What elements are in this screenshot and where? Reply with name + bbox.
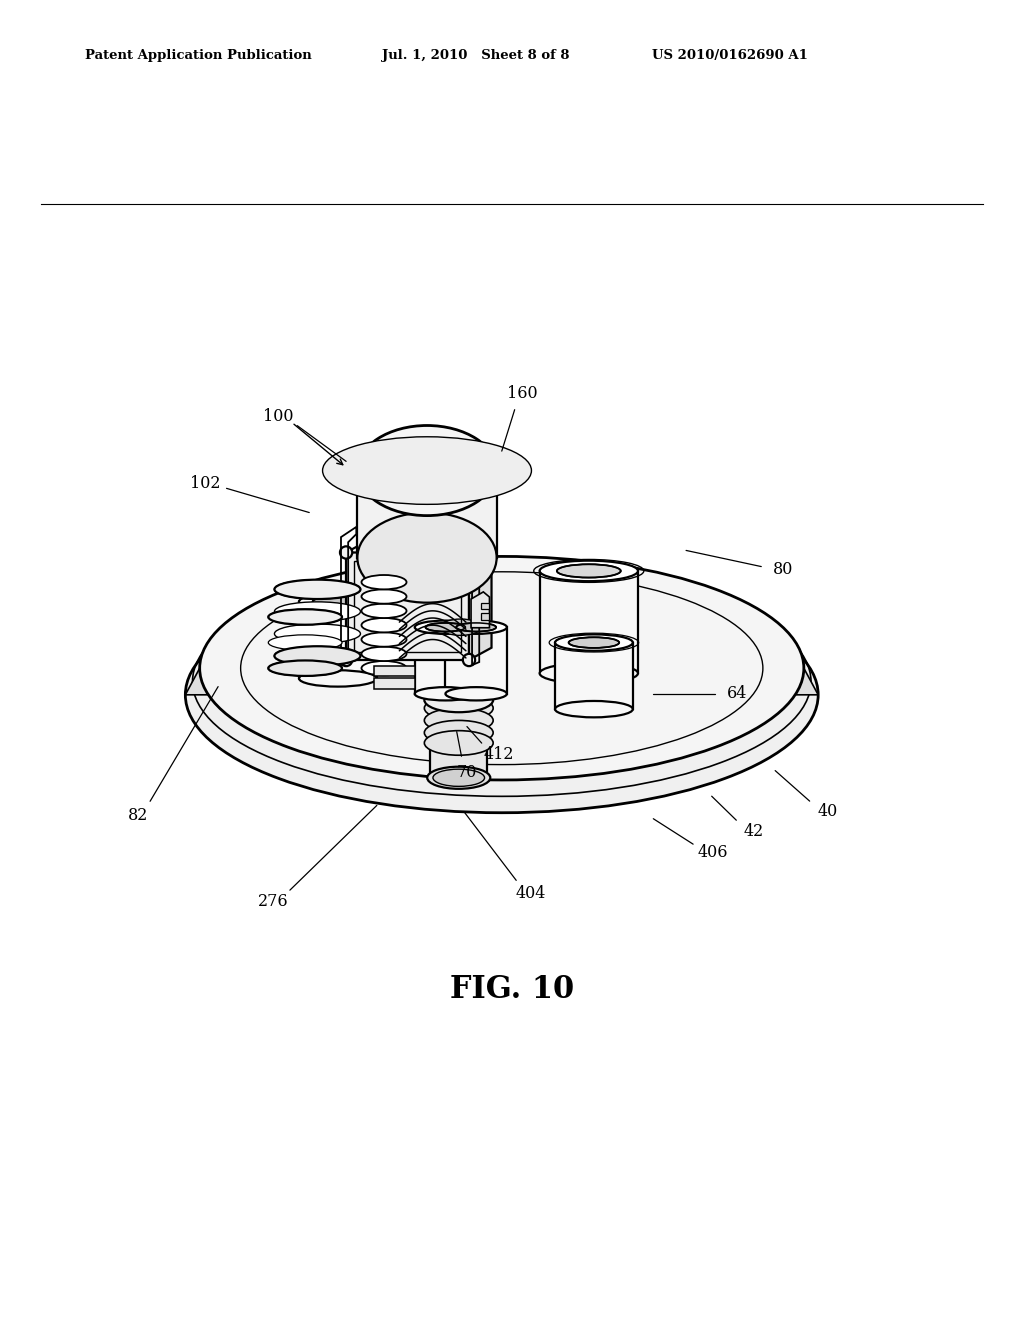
- Ellipse shape: [540, 663, 638, 684]
- Ellipse shape: [200, 557, 804, 780]
- Polygon shape: [357, 470, 497, 557]
- Ellipse shape: [361, 603, 407, 618]
- Text: 42: 42: [743, 822, 764, 840]
- Polygon shape: [346, 540, 492, 553]
- Ellipse shape: [357, 512, 497, 603]
- Text: 412: 412: [483, 746, 514, 763]
- Ellipse shape: [540, 561, 638, 581]
- Text: 276: 276: [258, 894, 289, 911]
- Text: 404: 404: [515, 884, 546, 902]
- Text: 82: 82: [128, 807, 148, 824]
- Polygon shape: [445, 627, 507, 694]
- Ellipse shape: [361, 589, 407, 603]
- Ellipse shape: [361, 618, 407, 632]
- Ellipse shape: [274, 602, 360, 622]
- Ellipse shape: [268, 660, 342, 676]
- Ellipse shape: [274, 579, 360, 599]
- Text: 80: 80: [773, 561, 794, 578]
- Ellipse shape: [299, 594, 377, 610]
- Polygon shape: [346, 553, 469, 660]
- Ellipse shape: [274, 647, 360, 665]
- Ellipse shape: [299, 671, 377, 686]
- Polygon shape: [469, 540, 492, 660]
- Polygon shape: [481, 603, 489, 610]
- Ellipse shape: [274, 579, 360, 599]
- Ellipse shape: [323, 437, 531, 504]
- Polygon shape: [540, 572, 638, 673]
- Ellipse shape: [312, 597, 364, 607]
- Ellipse shape: [568, 638, 620, 648]
- Ellipse shape: [555, 701, 633, 717]
- Ellipse shape: [268, 660, 342, 676]
- Ellipse shape: [185, 577, 818, 813]
- Ellipse shape: [457, 623, 497, 631]
- Text: Jul. 1, 2010   Sheet 8 of 8: Jul. 1, 2010 Sheet 8 of 8: [382, 49, 569, 62]
- Ellipse shape: [424, 721, 494, 744]
- Polygon shape: [185, 668, 818, 694]
- Polygon shape: [430, 700, 487, 777]
- Ellipse shape: [361, 632, 407, 647]
- Ellipse shape: [268, 610, 342, 624]
- Ellipse shape: [268, 635, 342, 651]
- Polygon shape: [555, 643, 633, 709]
- Ellipse shape: [557, 564, 621, 578]
- Ellipse shape: [361, 647, 407, 661]
- Text: 406: 406: [697, 843, 728, 861]
- Ellipse shape: [415, 688, 476, 701]
- Text: Patent Application Publication: Patent Application Publication: [85, 49, 311, 62]
- Text: 102: 102: [189, 475, 220, 492]
- Circle shape: [463, 653, 475, 667]
- Circle shape: [340, 546, 352, 558]
- Ellipse shape: [424, 731, 494, 755]
- Polygon shape: [374, 667, 415, 676]
- Ellipse shape: [361, 661, 407, 676]
- Ellipse shape: [424, 708, 494, 733]
- Ellipse shape: [424, 696, 494, 721]
- Polygon shape: [481, 614, 489, 619]
- Ellipse shape: [440, 619, 481, 635]
- Text: 64: 64: [727, 685, 748, 702]
- Text: FIG. 10: FIG. 10: [450, 974, 574, 1006]
- Ellipse shape: [274, 647, 360, 665]
- Ellipse shape: [432, 616, 489, 639]
- Ellipse shape: [415, 620, 476, 634]
- Circle shape: [463, 546, 475, 558]
- Ellipse shape: [427, 767, 490, 789]
- Text: US 2010/0162690 A1: US 2010/0162690 A1: [652, 49, 808, 62]
- Ellipse shape: [555, 635, 633, 651]
- Ellipse shape: [433, 770, 484, 787]
- Text: 70: 70: [457, 764, 477, 781]
- Ellipse shape: [357, 425, 497, 516]
- Polygon shape: [374, 678, 415, 689]
- Ellipse shape: [445, 688, 507, 701]
- Polygon shape: [471, 591, 489, 628]
- Text: 160: 160: [507, 385, 538, 403]
- Polygon shape: [415, 627, 476, 694]
- Ellipse shape: [361, 576, 407, 589]
- Ellipse shape: [426, 623, 465, 631]
- Ellipse shape: [268, 610, 342, 624]
- Circle shape: [340, 653, 352, 667]
- Polygon shape: [299, 602, 377, 678]
- Ellipse shape: [445, 620, 507, 634]
- Text: 40: 40: [817, 803, 838, 820]
- Text: 100: 100: [263, 408, 294, 425]
- Ellipse shape: [274, 624, 360, 643]
- Ellipse shape: [424, 688, 494, 713]
